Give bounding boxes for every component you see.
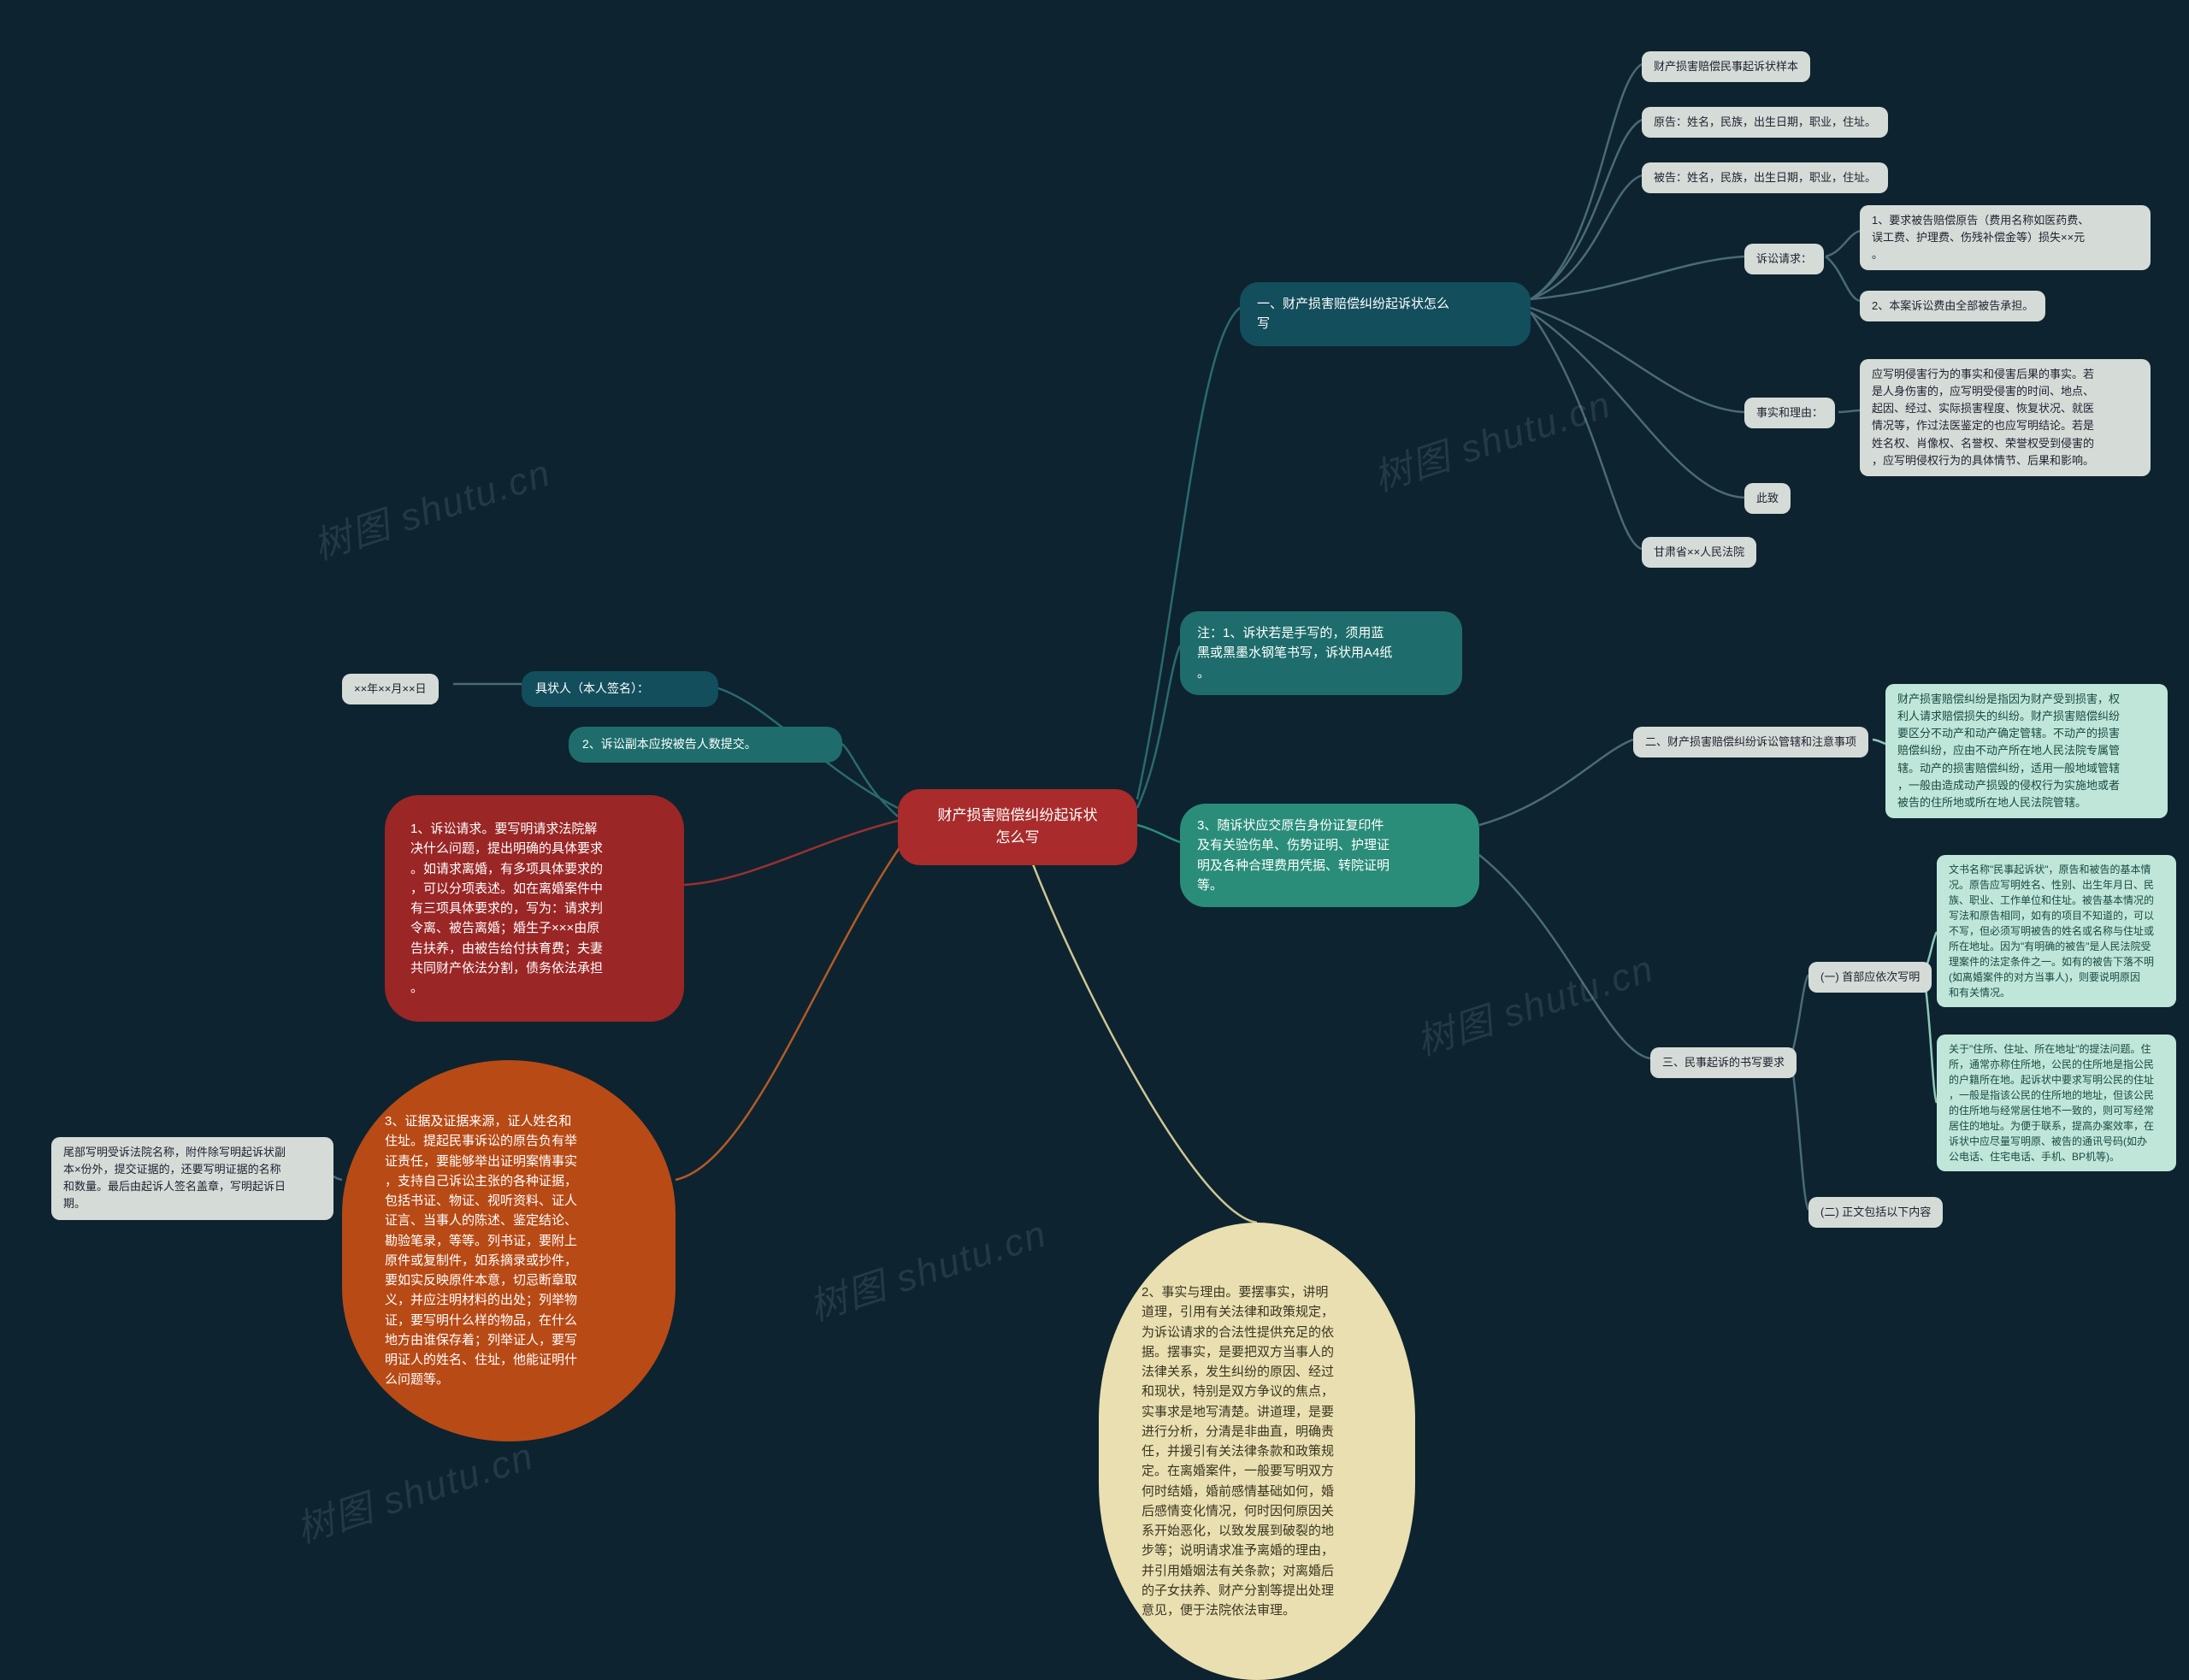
sec3a-detail1: 文书名称"民事起诉状"，原告和被告的基本情 况。原告应写明姓名、性别、出生年月日… [1937, 855, 2176, 1007]
section-3-attachments: 3、随诉状应交原告身份证复印件 及有关验伤单、伤势证明、护理证 明及各种合理费用… [1180, 804, 1479, 907]
sec1-facts-detail: 应写明侵害行为的事实和侵害后果的事实。若 是人身伤害的，应写明受侵害的时间、地点… [1860, 359, 2151, 476]
sec1-cizhi: 此致 [1744, 483, 1791, 514]
edge [1479, 740, 1633, 825]
section-1[interactable]: 一、财产损害赔偿纠纷起诉状怎么 写 [1240, 282, 1531, 346]
sec1-court: 甘肃省××人民法院 [1642, 537, 1756, 568]
edge [1531, 64, 1642, 299]
edge [1531, 308, 1744, 412]
watermark: 树图 shutu.cn [1366, 374, 1617, 502]
tail-node: 尾部写明受诉法院名称，附件除写明起诉状副 本×份外，提交证据的，还要写明证据的名… [51, 1137, 333, 1220]
watermark: 树图 shutu.cn [305, 442, 557, 570]
sec2-jurisdiction-detail: 财产损害赔偿纠纷是指因为财产受到损害，权 利人请求赔偿损失的纠纷。财产损害赔偿纠… [1885, 684, 2168, 818]
watermark: 树图 shutu.cn [288, 1425, 540, 1553]
root-node[interactable]: 财产损害赔偿纠纷起诉状 怎么写 [898, 789, 1137, 865]
left-3-evidence: 3、证据及证据来源，证人姓名和 住址。提起民事诉讼的原告负有举 证责任，要能够举… [342, 1060, 676, 1441]
edge [1531, 175, 1642, 299]
edge [842, 744, 898, 816]
signer-node: 具状人（本人签名）： [522, 671, 718, 707]
sec1-claim1: 1、要求被告赔偿原告（费用名称如医药费、 误工费、护理费、伤残补偿金等）损失××… [1860, 205, 2151, 270]
note-node: 注：1、诉状若是手写的，须用蓝 黑或黑墨水钢笔书写，诉状用A4纸 。 [1180, 611, 1462, 695]
sec3b: (二) 正文包括以下内容 [1808, 1197, 1943, 1228]
edge [684, 821, 898, 885]
edge [1924, 975, 1937, 1103]
edge [1531, 256, 1744, 299]
date-node: ××年××月××日 [342, 674, 439, 704]
edge [1531, 120, 1642, 299]
edge [1479, 855, 1650, 1058]
edge [1838, 410, 1860, 412]
edge [1826, 231, 1860, 256]
edge [1137, 308, 1240, 799]
bottom-2-facts: 2、事实与理由。要摆事实，讲明 道理，引用有关法律和政策规定， 为诉讼请求的合法… [1099, 1223, 1415, 1680]
edge [1137, 825, 1180, 842]
sec1-plaintiff: 原告：姓名，民族，出生日期，职业，住址。 [1642, 107, 1888, 138]
edge [1826, 256, 1860, 301]
sec1-facts: 事实和理由： [1744, 398, 1835, 428]
edge [1791, 975, 1808, 1056]
edge [1791, 1060, 1808, 1210]
sec1-sample: 财产损害赔偿民事起诉状样本 [1642, 51, 1810, 82]
sec3a: (一) 首部应依次写明 [1808, 962, 1932, 993]
edge [1137, 645, 1180, 808]
sec3a-detail2: 关于"住所、住址、所在地址"的提法问题。住 所，通常亦称住所地，公民的住所地是指… [1937, 1035, 2176, 1171]
sec1-claims: 诉讼请求： [1744, 244, 1824, 274]
sec3-requirements: 三、民事起诉的书写要求 [1650, 1047, 1797, 1078]
left-1-claims: 1、诉讼请求。要写明请求法院解 决什么问题，提出明确的具体要求 。如请求离婚，有… [385, 795, 684, 1022]
sec1-defendant: 被告：姓名，民族，出生日期，职业，住址。 [1642, 162, 1888, 193]
sec1-claim2: 2、本案诉讼费由全部被告承担。 [1860, 291, 2045, 321]
watermark: 树图 shutu.cn [801, 1203, 1053, 1331]
edge [676, 838, 906, 1180]
sec2-jurisdiction: 二、财产损害赔偿纠纷诉讼管辖和注意事项 [1633, 727, 1868, 757]
edge [1873, 740, 1885, 744]
copies-node: 2、诉讼副本应按被告人数提交。 [569, 727, 842, 763]
edge [1531, 312, 1642, 549]
watermark: 树图 shutu.cn [1408, 938, 1660, 1066]
edge [1531, 312, 1744, 498]
